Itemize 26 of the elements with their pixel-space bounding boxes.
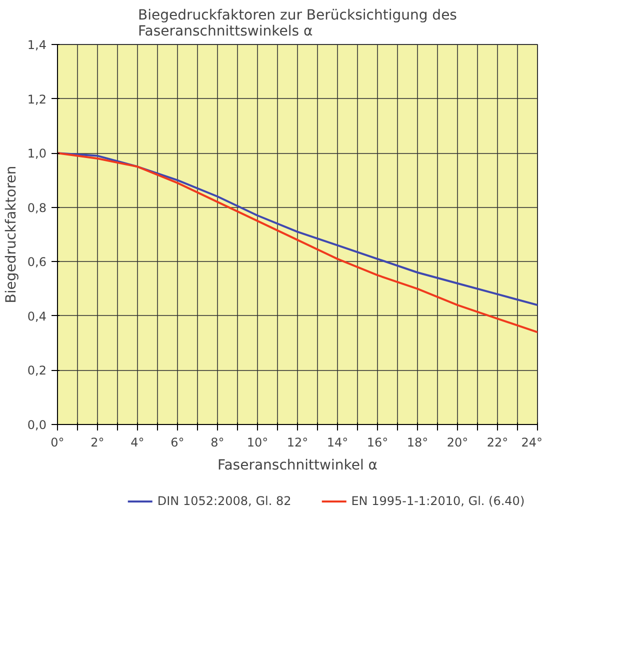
- y-tick-label: 1,4: [27, 38, 47, 52]
- x-tick-label: 20°: [446, 436, 468, 450]
- y-tick-label: 0,6: [27, 255, 47, 270]
- legend-label: EN 1995-1-1:2010, Gl. (6.40): [351, 494, 525, 508]
- y-tick-label: 0,8: [27, 200, 47, 215]
- x-tick-label: 14°: [326, 436, 348, 450]
- x-tick-label: 18°: [406, 436, 428, 450]
- x-tick-label: 22°: [486, 436, 508, 450]
- x-tick-label: 16°: [366, 436, 388, 450]
- y-tick-label: 1,2: [27, 92, 47, 106]
- x-axis-title: Faseranschnittwinkel α: [217, 458, 378, 474]
- y-tick-label: 0,0: [27, 418, 47, 432]
- x-tick-label: 10°: [246, 436, 268, 450]
- x-tick-label: 8°: [210, 436, 224, 450]
- y-tick-label: 0,4: [27, 309, 47, 324]
- chart-title: Biegedruckfaktoren zur Berücksichtigung des Faseranschnittswinkels α: [138, 8, 457, 40]
- y-tick-label: 1,0: [27, 146, 47, 161]
- x-tick-label: 24°: [521, 436, 543, 450]
- x-tick-label: 0°: [50, 436, 64, 450]
- x-tick-label: 2°: [90, 436, 104, 450]
- y-axis-title: Biegedruckfaktoren: [3, 166, 20, 304]
- legend-label: DIN 1052:2008, Gl. 82: [157, 494, 292, 508]
- x-tick-label: 4°: [130, 436, 144, 450]
- y-tick-label: 0,2: [27, 364, 47, 378]
- x-tick-label: 6°: [170, 436, 184, 450]
- x-tick-label: 12°: [286, 436, 308, 450]
